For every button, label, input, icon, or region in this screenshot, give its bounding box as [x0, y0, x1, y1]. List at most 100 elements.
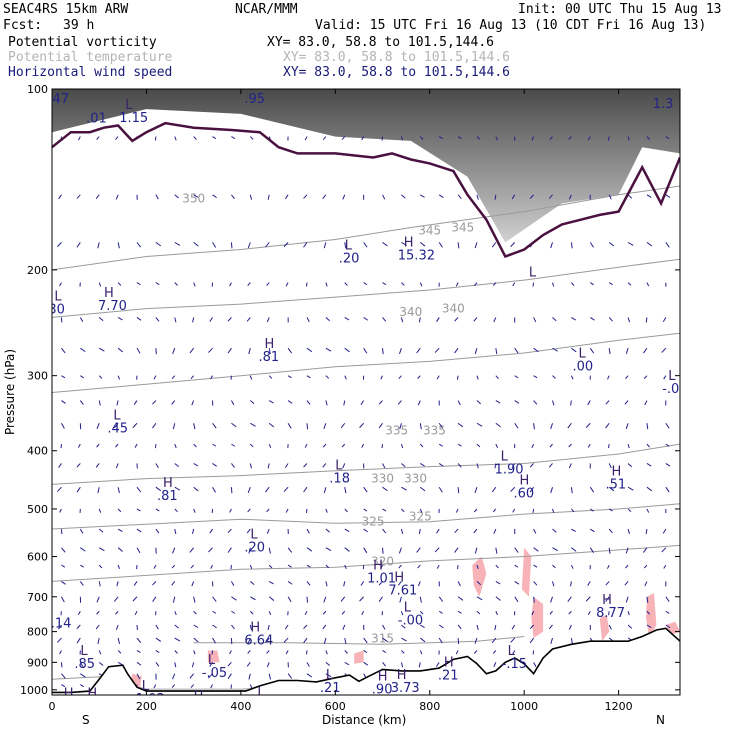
hl-value-37: .47 — [48, 92, 69, 107]
wind-arrow-441 — [401, 241, 407, 246]
wind-arrow-170 — [172, 673, 176, 680]
hl-value-25: .21 — [320, 681, 341, 696]
wind-arrow-470 — [419, 423, 422, 430]
wind-arrow-410 — [361, 611, 365, 615]
wind-arrow-406 — [363, 547, 368, 554]
wind-arrow-718 — [627, 528, 631, 534]
wind-arrow-39 — [80, 547, 86, 552]
wind-arrow-367 — [325, 673, 332, 678]
hl-marker-26: H — [378, 670, 388, 685]
wind-arrow-19 — [58, 624, 62, 630]
wind-arrow-435 — [382, 624, 386, 630]
wind-arrow-117 — [136, 637, 142, 644]
wind-arrow-560 — [495, 400, 501, 404]
wind-arrow-710 — [625, 348, 629, 355]
hl-marker-21: L — [80, 644, 88, 659]
wind-arrow-655 — [571, 528, 576, 533]
wind-arrow-550 — [474, 637, 478, 644]
wind-arrow-463 — [420, 194, 425, 198]
wind-arrow-302 — [287, 375, 292, 379]
hl-marker-30: H — [87, 687, 97, 702]
wind-arrow-448 — [400, 443, 404, 449]
wind-arrow-79 — [117, 347, 124, 353]
wind-arrow-284 — [266, 508, 270, 513]
wind-arrow-648 — [570, 375, 574, 380]
wind-arrow-182 — [193, 463, 199, 467]
wind-arrow-76 — [117, 242, 120, 249]
wind-arrow-741 — [643, 564, 648, 569]
wind-arrow-633 — [552, 508, 555, 513]
wind-arrow-344 — [322, 136, 327, 140]
wind-arrow-459 — [401, 637, 407, 642]
wind-arrow-548 — [476, 610, 481, 615]
wind-arrow-751 — [661, 347, 667, 353]
wind-arrow-12 — [59, 508, 62, 513]
isentrope-335 — [52, 332, 680, 393]
wind-arrow-547 — [476, 596, 483, 601]
wind-arrow-731 — [643, 347, 648, 354]
wind-arrow-418 — [382, 241, 388, 247]
wind-arrow-653 — [570, 487, 573, 494]
wind-arrow-416 — [381, 136, 384, 141]
wind-arrow-232 — [231, 463, 235, 468]
wind-arrow-465 — [419, 282, 423, 287]
wind-arrow-515 — [457, 400, 461, 406]
hl-value-31: .345 — [188, 702, 217, 717]
wind-arrow-47 — [79, 662, 84, 667]
wind-arrow-636 — [552, 564, 556, 569]
wind-arrow-44 — [76, 624, 81, 629]
plot-frame — [51, 88, 681, 696]
wind-arrow-310 — [287, 547, 293, 553]
wind-arrow-439 — [400, 136, 404, 141]
wind-arrow-176 — [192, 317, 195, 323]
wind-arrow-135 — [155, 528, 160, 534]
x-tick-label-400: 400 — [230, 700, 251, 713]
wind-arrow-266 — [249, 624, 252, 630]
wind-arrow-477 — [417, 564, 421, 569]
wind-arrow-424 — [378, 422, 383, 429]
wind-arrow-464 — [419, 241, 426, 247]
wind-arrow-178 — [190, 375, 195, 379]
wind-arrow-342 — [306, 662, 310, 667]
wind-arrow-522 — [454, 547, 459, 553]
wind-arrow-377 — [341, 443, 346, 448]
wind-arrow-645 — [571, 282, 575, 286]
wind-arrow-244 — [227, 661, 232, 667]
isentrope-340 — [52, 258, 680, 318]
wind-arrow-333 — [306, 528, 310, 534]
wind-arrow-742 — [644, 581, 648, 587]
wind-arrow-205 — [212, 422, 217, 429]
wind-arrow-184 — [193, 508, 196, 513]
wind-arrow-227 — [227, 347, 232, 354]
wind-arrow-229 — [230, 400, 235, 406]
wind-arrow-364 — [323, 637, 327, 644]
hl-value-22: -.05 — [202, 666, 227, 681]
isentrope-label-12: 350 — [182, 191, 205, 205]
wind-arrow-666 — [590, 282, 594, 286]
wind-arrow-442 — [401, 282, 405, 286]
wind-arrow-573 — [491, 637, 497, 644]
wind-arrow-581 — [514, 347, 519, 354]
wind-arrow-744 — [646, 610, 650, 615]
wind-arrow-59 — [96, 443, 100, 448]
wind-arrow-126 — [155, 317, 160, 322]
wind-arrow-613 — [533, 564, 538, 568]
wind-arrow-303 — [287, 400, 293, 404]
wind-arrow-676 — [590, 528, 595, 533]
wind-arrow-328 — [306, 423, 309, 430]
wind-arrow-104 — [133, 400, 138, 405]
isentrope-345 — [52, 185, 680, 271]
hl-marker-24: H — [444, 656, 454, 671]
wind-arrow-291 — [267, 624, 270, 630]
wind-arrow-247 — [249, 136, 254, 140]
wind-arrow-330 — [303, 463, 308, 468]
wind-arrow-100 — [136, 282, 141, 286]
wind-arrow-596 — [510, 637, 516, 643]
field-pt-xy: XY= 83.0, 58.8 to 101.5,144.6 — [283, 50, 510, 65]
wind-arrow-702 — [608, 611, 610, 616]
hl-value-35: .14 — [51, 616, 72, 631]
wind-arrow-555 — [491, 242, 497, 248]
isentrope-label-3: 340 — [442, 302, 465, 316]
wind-arrow-72 — [98, 661, 104, 666]
y-tick-label-700: 700 — [27, 591, 48, 604]
